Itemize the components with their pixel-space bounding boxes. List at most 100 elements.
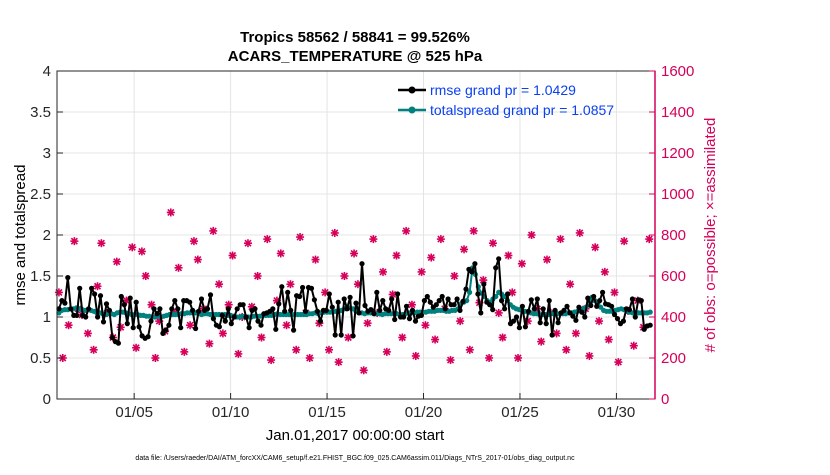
obs-marker-stroke <box>228 251 237 260</box>
obs-assimilated-marker <box>620 237 629 246</box>
rmse-point <box>510 318 517 324</box>
obs-marker-stroke <box>65 321 73 329</box>
rmse-point <box>442 306 448 312</box>
rmse-point <box>463 286 469 292</box>
rmse-point <box>335 299 341 305</box>
obs-marker-stroke <box>585 352 593 360</box>
rmse-point <box>338 332 344 338</box>
obs-assimilated-marker <box>116 323 125 332</box>
obs-marker-stroke <box>572 329 580 337</box>
obs-assimilated-marker <box>498 333 507 342</box>
left-tick-label: 2 <box>43 227 51 244</box>
obs-marker-stroke <box>576 229 584 237</box>
obs-assimilated-marker <box>305 354 314 362</box>
x-tick-label: 01/05 <box>115 404 153 421</box>
rmse-point <box>219 312 225 318</box>
rmse-point <box>252 306 258 312</box>
obs-assimilated-marker <box>488 239 497 248</box>
rmse-point <box>121 302 127 308</box>
right-tick-label: 400 <box>661 309 686 326</box>
rmse-point <box>433 302 439 308</box>
rmse-point <box>540 306 546 312</box>
data-file-footer: data file: /Users/raeder/DAI/ATM_forcXX/… <box>135 455 575 462</box>
obs-marker-stroke <box>340 272 348 280</box>
obs-assimilated-marker <box>585 351 594 360</box>
rmse-point <box>516 325 523 331</box>
obs-marker-stroke <box>389 290 397 299</box>
rmse-point <box>552 307 558 313</box>
rmse-point <box>276 301 282 307</box>
totalspread-point <box>647 309 653 315</box>
rmse-point <box>347 294 353 300</box>
obs-marker-stroke <box>518 260 526 268</box>
rmse-point <box>273 326 279 332</box>
rmse-point <box>130 325 136 331</box>
rmse-point <box>418 312 424 318</box>
rmse-point <box>439 293 445 300</box>
rmse-point <box>531 306 537 312</box>
obs-marker-stroke <box>470 227 478 235</box>
obs-assimilated-marker <box>64 321 73 330</box>
chart-legend: rmse grand pr = 1.0429 totalspread grand… <box>398 82 614 118</box>
rmse-point <box>493 265 499 271</box>
obs-assimilated-marker <box>83 329 92 338</box>
rmse-point <box>626 307 633 313</box>
rmse-point <box>151 306 157 312</box>
chart-title-line1: Tropics 58562 / 58841 = 99.526% <box>240 29 470 46</box>
rmse-point <box>243 314 249 320</box>
rmse-point <box>258 322 264 328</box>
obs-assimilated-marker <box>54 288 63 297</box>
rmse-point <box>160 330 166 336</box>
obs-marker-stroke <box>504 251 512 260</box>
obs-marker-stroke <box>331 229 339 237</box>
rmse-point <box>451 302 457 308</box>
obs-marker-stroke <box>566 280 574 288</box>
obs-marker-stroke <box>508 288 516 296</box>
rmse-point <box>403 303 410 309</box>
obs-assimilated-marker <box>446 356 455 365</box>
rmse-point <box>543 321 549 327</box>
obs-marker-stroke <box>277 249 285 258</box>
rmse-point <box>629 296 636 302</box>
rmse-point <box>77 285 83 291</box>
obs-assimilated-marker <box>311 255 320 264</box>
rmse-point <box>356 310 362 316</box>
left-tick-label: 1.5 <box>30 268 51 285</box>
obs-marker-stroke <box>402 227 410 235</box>
obs-assimilated-marker <box>382 347 391 356</box>
rmse-point <box>222 318 228 324</box>
rmse-point <box>178 325 184 331</box>
obs-assimilated-marker <box>556 235 565 244</box>
totalspread-point <box>467 289 473 295</box>
rmse-point <box>472 261 478 267</box>
rmse-point <box>519 303 526 309</box>
rmse-point <box>600 289 606 295</box>
chart-title-line2: ACARS_TEMPERATURE @ 525 hPa <box>228 48 483 65</box>
obs-assimilated-marker <box>180 347 189 356</box>
obs-marker-stroke <box>350 249 358 258</box>
rmse-point <box>371 311 377 317</box>
rmse-point <box>169 306 175 312</box>
x-tick-label: 01/10 <box>212 404 250 421</box>
right-tick-label: 1000 <box>661 186 694 203</box>
obs-assimilated-marker <box>286 280 295 289</box>
obs-marker-stroke <box>180 348 188 356</box>
obs-assimilated-marker <box>359 366 368 375</box>
rmse-point <box>166 322 172 328</box>
rmse-point <box>611 311 618 318</box>
obs-assimilated-marker <box>224 300 233 309</box>
obs-assimilated-marker <box>151 354 160 362</box>
rmse-point <box>401 314 407 320</box>
obs-assimilated-marker <box>193 255 202 264</box>
obs-assimilated-marker <box>186 321 195 330</box>
obs-marker-stroke <box>344 333 352 342</box>
obs-marker-stroke <box>296 233 304 241</box>
rmse-point <box>594 303 600 309</box>
rmse-point <box>332 332 338 338</box>
rmse-point <box>154 311 160 317</box>
obs-marker-stroke <box>225 301 233 309</box>
obs-assimilated-marker <box>253 272 262 280</box>
obs-marker-stroke <box>398 333 406 342</box>
left-tick-label: 0 <box>43 391 51 408</box>
y-axis-label-right: # of obs: o=possible; ×=assimilated <box>702 118 719 353</box>
